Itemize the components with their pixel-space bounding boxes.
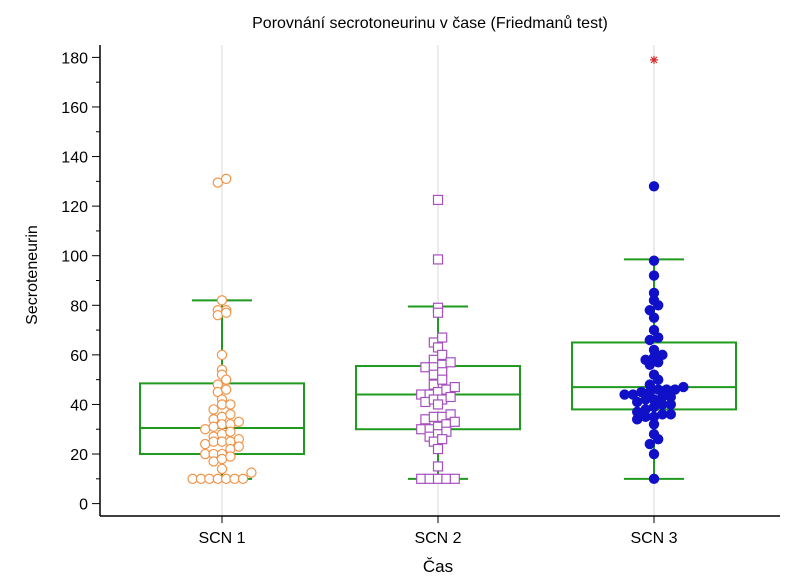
data-point	[225, 451, 236, 462]
data-point	[216, 295, 228, 306]
data-point	[437, 434, 448, 445]
x-tick-label: SCN 3	[630, 530, 677, 547]
data-point	[437, 349, 448, 360]
y-tick-label: 100	[61, 249, 88, 266]
data-point	[648, 181, 660, 192]
y-tick-label: 0	[79, 497, 88, 514]
data-point	[428, 411, 439, 422]
data-point	[212, 177, 223, 188]
x-tick-label: SCN 1	[198, 530, 245, 547]
data-point	[424, 473, 435, 484]
y-tick-label: 80	[70, 298, 88, 315]
data-point	[432, 399, 444, 410]
data-point	[420, 414, 431, 425]
data-point	[648, 255, 660, 266]
data-point	[225, 399, 236, 410]
data-point	[432, 443, 444, 455]
y-tick-label: 160	[61, 100, 88, 117]
data-point	[420, 396, 431, 408]
data-point	[216, 453, 228, 465]
data-point	[225, 409, 236, 420]
outlier-stroke	[650, 56, 658, 64]
data-point	[225, 426, 236, 437]
data-point	[449, 473, 460, 484]
y-tick-label: 180	[61, 50, 88, 67]
data-point	[653, 332, 664, 343]
x-tick-label: SCN 2	[414, 530, 461, 547]
data-point	[437, 374, 448, 385]
y-tick-label: 20	[70, 447, 88, 464]
data-point	[220, 384, 232, 395]
data-point	[432, 307, 444, 318]
data-point	[445, 357, 456, 368]
data-point	[449, 381, 460, 393]
y-tick-label: 40	[70, 397, 88, 414]
data-point	[246, 467, 257, 478]
data-point	[432, 254, 444, 265]
data-point	[678, 381, 689, 393]
data-point	[648, 448, 660, 460]
data-point	[653, 433, 664, 445]
y-axis-label: Secroteneurin	[24, 225, 41, 325]
data-point	[216, 463, 228, 475]
chart-title: Porovnání secrotoneurinu v čase (Friedma…	[252, 14, 608, 32]
data-point	[199, 424, 211, 435]
y-tick-label: 120	[61, 199, 88, 216]
data-point	[445, 391, 456, 403]
data-point	[208, 456, 219, 467]
data-point	[644, 334, 656, 346]
data-point	[220, 374, 232, 385]
data-point	[665, 399, 677, 410]
data-point	[441, 473, 452, 484]
data-point	[416, 424, 427, 435]
data-point	[449, 416, 460, 427]
y-tick-label: 140	[61, 150, 88, 167]
data-point	[653, 374, 664, 385]
data-point	[233, 441, 244, 452]
data-point	[632, 414, 643, 425]
data-point	[653, 357, 664, 368]
data-point	[648, 473, 660, 485]
data-point	[237, 473, 249, 485]
data-point	[220, 173, 232, 185]
data-point	[648, 270, 660, 281]
data-point	[216, 349, 228, 361]
data-point	[420, 362, 431, 373]
data-point	[233, 416, 244, 427]
data-point	[665, 409, 677, 420]
y-tick-label: 60	[70, 348, 88, 365]
data-point	[644, 438, 656, 450]
data-point	[432, 194, 444, 206]
data-point	[648, 312, 660, 323]
data-point	[199, 438, 211, 450]
points	[187, 55, 689, 485]
ticks: 0 20 40 60 80 100 120 140 160 180 SCN 1 SCN 2 SCN 3	[61, 50, 677, 547]
data-point	[648, 401, 660, 413]
outlier-point	[650, 55, 658, 64]
data-point	[208, 421, 219, 432]
data-point	[437, 332, 448, 343]
data-point	[653, 300, 664, 311]
data-point	[648, 419, 660, 430]
x-axis-label: Čas	[423, 557, 453, 576]
data-point	[208, 404, 219, 415]
data-point	[432, 461, 444, 472]
data-point	[428, 369, 439, 380]
data-point	[432, 473, 444, 484]
data-point	[416, 473, 427, 484]
data-point	[220, 307, 232, 318]
data-point	[644, 359, 656, 370]
data-point	[212, 310, 223, 321]
data-point	[632, 396, 643, 408]
